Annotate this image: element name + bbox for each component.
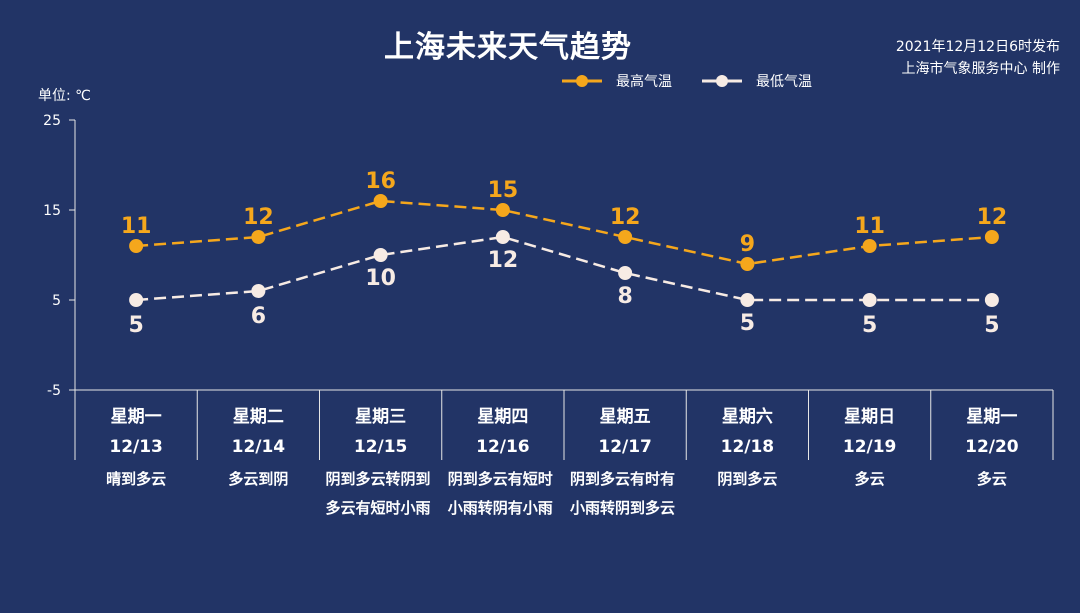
low-temp-label: 5 bbox=[984, 313, 999, 338]
high-temp-point bbox=[373, 194, 388, 208]
unit-label: 单位: ℃ bbox=[38, 88, 91, 104]
page-title: 上海未来天气趋势 bbox=[384, 30, 632, 65]
legend-high-dot bbox=[576, 75, 588, 87]
high-temp-point bbox=[862, 239, 877, 253]
high-temp-point bbox=[984, 230, 999, 244]
date-label: 12/16 bbox=[476, 437, 530, 457]
low-temp-point bbox=[495, 230, 510, 244]
chart-legend: 最高气温 最低气温 bbox=[562, 70, 842, 92]
low-temp-label: 5 bbox=[862, 313, 877, 338]
date-label: 12/13 bbox=[109, 437, 163, 457]
high-temp-label: 12 bbox=[610, 205, 641, 230]
date-label: 12/18 bbox=[721, 437, 775, 457]
high-temp-label: 12 bbox=[243, 205, 274, 230]
legend-high-marker-icon bbox=[562, 75, 602, 87]
issue-info: 2021年12月12日6时发布 上海市气象服务中心 制作 bbox=[896, 36, 1060, 80]
high-temp-label: 9 bbox=[740, 232, 755, 257]
weekday-label: 星期一 bbox=[966, 407, 1017, 427]
low-temp-label: 5 bbox=[128, 313, 143, 338]
weekday-label: 星期五 bbox=[600, 407, 651, 427]
high-temp-label: 11 bbox=[121, 214, 152, 239]
weather-label: 晴到多云 bbox=[106, 470, 166, 488]
weather-label: 阴到多云有短时小雨转阴有小雨 bbox=[448, 470, 553, 517]
low-temp-point bbox=[251, 284, 266, 298]
low-temp-point bbox=[862, 293, 877, 307]
low-temp-point bbox=[129, 293, 144, 307]
date-label: 12/20 bbox=[965, 437, 1019, 457]
legend-low-marker-icon bbox=[702, 75, 742, 87]
date-label: 12/17 bbox=[598, 437, 652, 457]
low-temp-label: 6 bbox=[251, 304, 266, 329]
weekday-label: 星期三 bbox=[355, 407, 406, 427]
weather-label: 多云 bbox=[977, 470, 1007, 488]
low-temp-label: 10 bbox=[365, 266, 396, 291]
high-temp-line bbox=[136, 199, 992, 266]
high-temp-label: 11 bbox=[854, 214, 885, 239]
high-temp-point bbox=[251, 230, 266, 244]
weekday-label: 星期一 bbox=[111, 407, 162, 427]
weather-label: 阴到多云有时有小雨转阴到多云 bbox=[570, 470, 675, 517]
low-temp-label: 8 bbox=[617, 284, 632, 309]
date-label: 12/14 bbox=[232, 437, 286, 457]
date-label: 12/19 bbox=[843, 437, 897, 457]
weather-label: 多云到阴 bbox=[228, 470, 288, 488]
high-temp-point bbox=[129, 239, 144, 253]
weekday-label: 星期四 bbox=[477, 407, 528, 427]
legend-high-label: 最高气温 bbox=[616, 74, 672, 90]
high-temp-point bbox=[740, 257, 755, 271]
legend-item-low[interactable]: 最低气温 bbox=[702, 71, 812, 91]
low-temp-point bbox=[373, 248, 388, 262]
high-temp-label: 15 bbox=[488, 178, 519, 203]
low-temp-point bbox=[740, 293, 755, 307]
weather-label: 阴到多云 bbox=[717, 470, 777, 488]
legend-low-dot bbox=[716, 75, 728, 87]
issue-producer: 上海市气象服务中心 制作 bbox=[901, 61, 1060, 77]
weekday-label: 星期二 bbox=[233, 407, 284, 427]
legend-low-label: 最低气温 bbox=[756, 74, 812, 90]
y-tick-label: -5 bbox=[47, 383, 61, 399]
low-temp-label: 12 bbox=[488, 248, 519, 273]
weather-label: 阴到多云转阴到多云有短时小雨 bbox=[326, 470, 431, 517]
low-temp-point bbox=[618, 266, 633, 280]
weather-label: 多云 bbox=[855, 470, 885, 488]
high-temp-point bbox=[495, 203, 510, 217]
y-tick-label: 5 bbox=[52, 293, 61, 309]
legend-item-high[interactable]: 最高气温 bbox=[562, 71, 672, 91]
high-temp-label: 16 bbox=[365, 169, 396, 194]
weekday-label: 星期日 bbox=[844, 407, 895, 427]
issue-time: 2021年12月12日6时发布 bbox=[895, 39, 1060, 55]
high-temp-label: 12 bbox=[977, 205, 1008, 230]
weekday-label: 星期六 bbox=[722, 406, 773, 427]
y-tick-label: 15 bbox=[43, 203, 61, 219]
high-temp-point bbox=[618, 230, 633, 244]
low-temp-line bbox=[136, 235, 992, 302]
low-temp-label: 5 bbox=[740, 311, 755, 336]
low-temp-point bbox=[984, 293, 999, 307]
date-label: 12/15 bbox=[354, 437, 408, 457]
y-tick-label: 25 bbox=[43, 113, 61, 129]
